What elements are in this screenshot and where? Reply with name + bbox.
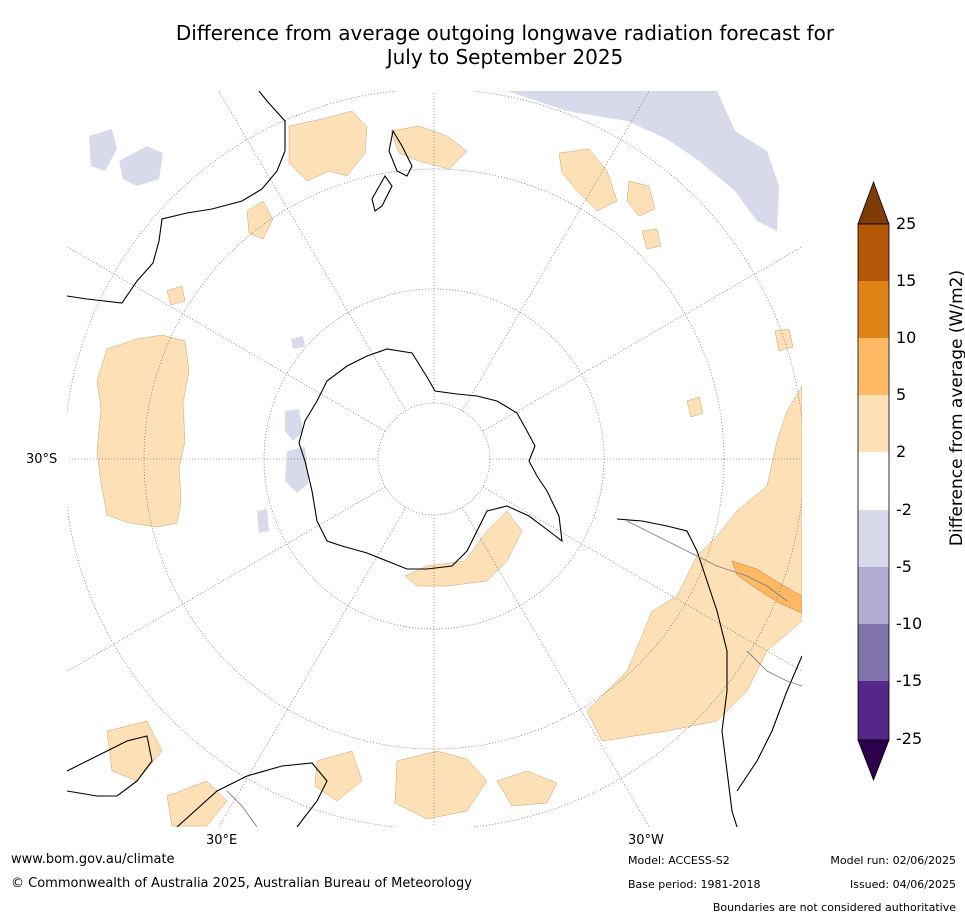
- country-boundaries: [226, 520, 802, 827]
- meridian-120-b: [482, 246, 802, 432]
- longitude-label-30e: 30°E: [206, 833, 238, 848]
- colorbar-tick-minus-5: -5: [896, 557, 912, 576]
- colorbar-frame: [857, 223, 890, 741]
- andes-boundary: [626, 520, 788, 602]
- model-name: Model: ACCESS-S2: [628, 854, 730, 867]
- colorbar-tick-10: 10: [896, 328, 917, 347]
- negative-region-small-2: [291, 336, 305, 349]
- africa-south-coastline: [176, 762, 328, 827]
- colorbar: [857, 180, 890, 782]
- meridian-60-b: [482, 486, 802, 672]
- colorbar-tick-minus-2: -2: [896, 500, 912, 519]
- copyright-text: © Commonwealth of Australia 2025, Austra…: [11, 876, 472, 891]
- colorbar-title: Difference from average (W/m2): [947, 269, 965, 547]
- latitude-label-30s: 30°S: [26, 452, 58, 467]
- colorbar-bin-5-10: [858, 338, 889, 395]
- negative-region-indian-1: [89, 129, 117, 171]
- colorbar-tick-minus-25: -25: [896, 729, 923, 748]
- positive-region-pacific-1: [558, 148, 618, 212]
- positive-region-atlantic-south: [394, 750, 488, 820]
- model-run-date: Model run: 02/06/2025: [830, 854, 956, 867]
- africa-boundary: [226, 790, 258, 827]
- title-line-1: Difference from average outgoing longwav…: [175, 21, 835, 45]
- colorbar-bin-minus-15-25: [858, 681, 889, 740]
- polar-map: [67, 91, 802, 827]
- positive-anomaly-regions: [96, 110, 802, 827]
- base-period: Base period: 1981-2018: [628, 878, 761, 891]
- colorbar-tick-minus-15: -15: [896, 671, 923, 690]
- south-america-east-coastline: [736, 655, 802, 792]
- positive-region-andes: [731, 560, 802, 614]
- colorbar-bin-minus-10-15: [858, 624, 889, 681]
- colorbar-bin-10-15: [858, 281, 889, 338]
- positive-region-atlantic-2: [496, 770, 558, 807]
- website-link[interactable]: www.bom.gov.au/climate: [11, 852, 175, 867]
- meridian-120-a: [67, 486, 386, 672]
- colorbar-bin-below-25: [857, 739, 890, 782]
- positive-region-east: [774, 328, 794, 352]
- positive-region-africa-2: [166, 780, 228, 827]
- south-america-boundary: [746, 650, 802, 687]
- colorbar-bin-minus-2-5: [858, 510, 889, 567]
- colorbar-tick-minus-10: -10: [896, 614, 923, 633]
- negative-anomaly-regions: [89, 91, 779, 533]
- negative-region-indian-2: [119, 146, 163, 186]
- positive-region-west-australia: [166, 285, 186, 306]
- colorbar-bin-neutral: [858, 452, 889, 510]
- new-zealand-coastline: [371, 129, 413, 212]
- positive-region-africa-3: [314, 750, 363, 802]
- colorbar-bin-2-5: [858, 395, 889, 452]
- meridian-60-a: [67, 246, 386, 432]
- positive-region-tasman: [390, 125, 468, 170]
- positive-region-small-pacific-2: [641, 228, 662, 250]
- positive-region-pacific-2: [626, 180, 656, 217]
- australia-coastline: [67, 91, 286, 304]
- south-america-coastline: [616, 518, 738, 827]
- colorbar-tick-5: 5: [896, 385, 907, 404]
- positive-region-indian-large: [96, 334, 190, 528]
- colorbar-tick-15: 15: [896, 271, 917, 290]
- positive-region-australia-south: [288, 110, 368, 182]
- africa-coastline: [67, 735, 153, 797]
- colorbar-tick-25: 25: [896, 214, 917, 233]
- antarctica-coastline: [298, 348, 563, 570]
- longitude-label-30w: 30°W: [628, 833, 664, 848]
- coastlines: [67, 91, 802, 827]
- colorbar-bin-15-25: [858, 224, 889, 281]
- strong-positive-anomaly-region: [731, 560, 802, 614]
- positive-region-antarctic-coast: [404, 510, 523, 587]
- map-title: Difference from average outgoing longwav…: [80, 21, 930, 69]
- colorbar-bin-minus-5-10: [858, 567, 889, 624]
- issued-date: Issued: 04/06/2025: [849, 878, 956, 891]
- graticule: [67, 91, 802, 827]
- negative-region-near-antarctica: [285, 409, 303, 441]
- negative-region-pacific: [507, 91, 779, 231]
- colorbar-tick-2: 2: [896, 442, 907, 461]
- negative-region-small: [257, 509, 269, 533]
- title-line-2: July to September 2025: [386, 45, 624, 69]
- boundaries-disclaimer: Boundaries are not considered authoritat…: [712, 901, 956, 914]
- positive-region-small-pacific: [686, 396, 704, 418]
- negative-region-near-antarctica-2: [285, 447, 309, 493]
- positive-region-near-aus: [246, 200, 274, 240]
- colorbar-bin-above-25: [857, 180, 890, 225]
